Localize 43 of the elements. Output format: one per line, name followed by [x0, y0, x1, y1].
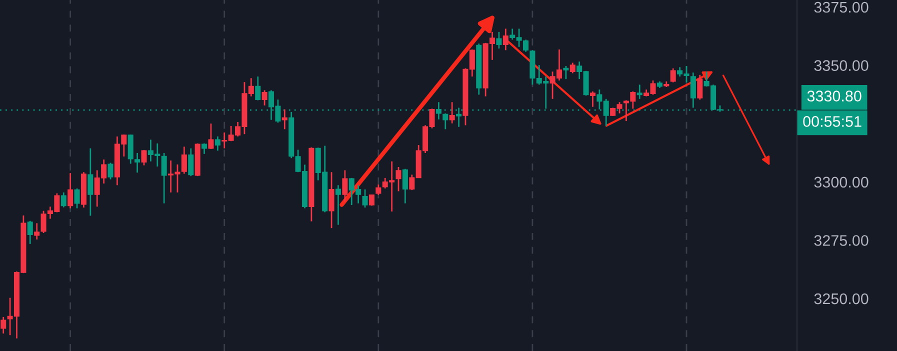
candlestick — [636, 84, 642, 100]
candlestick — [690, 72, 696, 108]
candlestick — [328, 171, 334, 229]
candlestick — [436, 101, 442, 120]
candlestick — [449, 101, 455, 124]
candlestick — [496, 31, 502, 50]
candlestick — [282, 108, 288, 130]
candlestick — [342, 170, 348, 202]
candlestick — [376, 184, 382, 196]
candlestick — [442, 112, 448, 130]
candlestick — [570, 62, 576, 74]
candlestick — [108, 162, 114, 180]
candlestick — [502, 28, 508, 51]
candlestick — [670, 68, 676, 84]
candlestick — [161, 152, 167, 204]
y-tick-label: 3275.00 — [814, 235, 868, 246]
y-tick-label: 3250.00 — [814, 293, 868, 304]
candlestick — [188, 148, 194, 177]
candlestick — [134, 152, 140, 174]
candlestick — [0, 316, 6, 334]
y-tick-label: 3375.00 — [814, 2, 868, 13]
candlestick — [335, 184, 341, 226]
candlestick — [208, 122, 214, 150]
ref-line-label: 3330.80 — [807, 90, 862, 102]
candlestick — [396, 166, 402, 192]
text: 00:55:51 — [803, 116, 862, 127]
candlestick — [68, 172, 74, 209]
candlestick — [60, 192, 66, 208]
candlestick — [262, 90, 268, 106]
y-tick-label: 3350.00 — [814, 60, 868, 71]
candlestick — [590, 90, 596, 108]
candlestick — [141, 149, 147, 166]
candlestick — [362, 188, 368, 208]
candlestick — [563, 65, 569, 80]
candlestick — [255, 76, 261, 101]
candlestick — [214, 136, 220, 152]
candlestick — [402, 168, 408, 204]
candlestick — [74, 188, 80, 209]
candlestick — [697, 74, 703, 100]
y-tick-label: 3300.00 — [814, 176, 868, 188]
candlestick — [128, 134, 134, 164]
candlestick — [88, 148, 94, 216]
candlestick — [27, 220, 33, 245]
